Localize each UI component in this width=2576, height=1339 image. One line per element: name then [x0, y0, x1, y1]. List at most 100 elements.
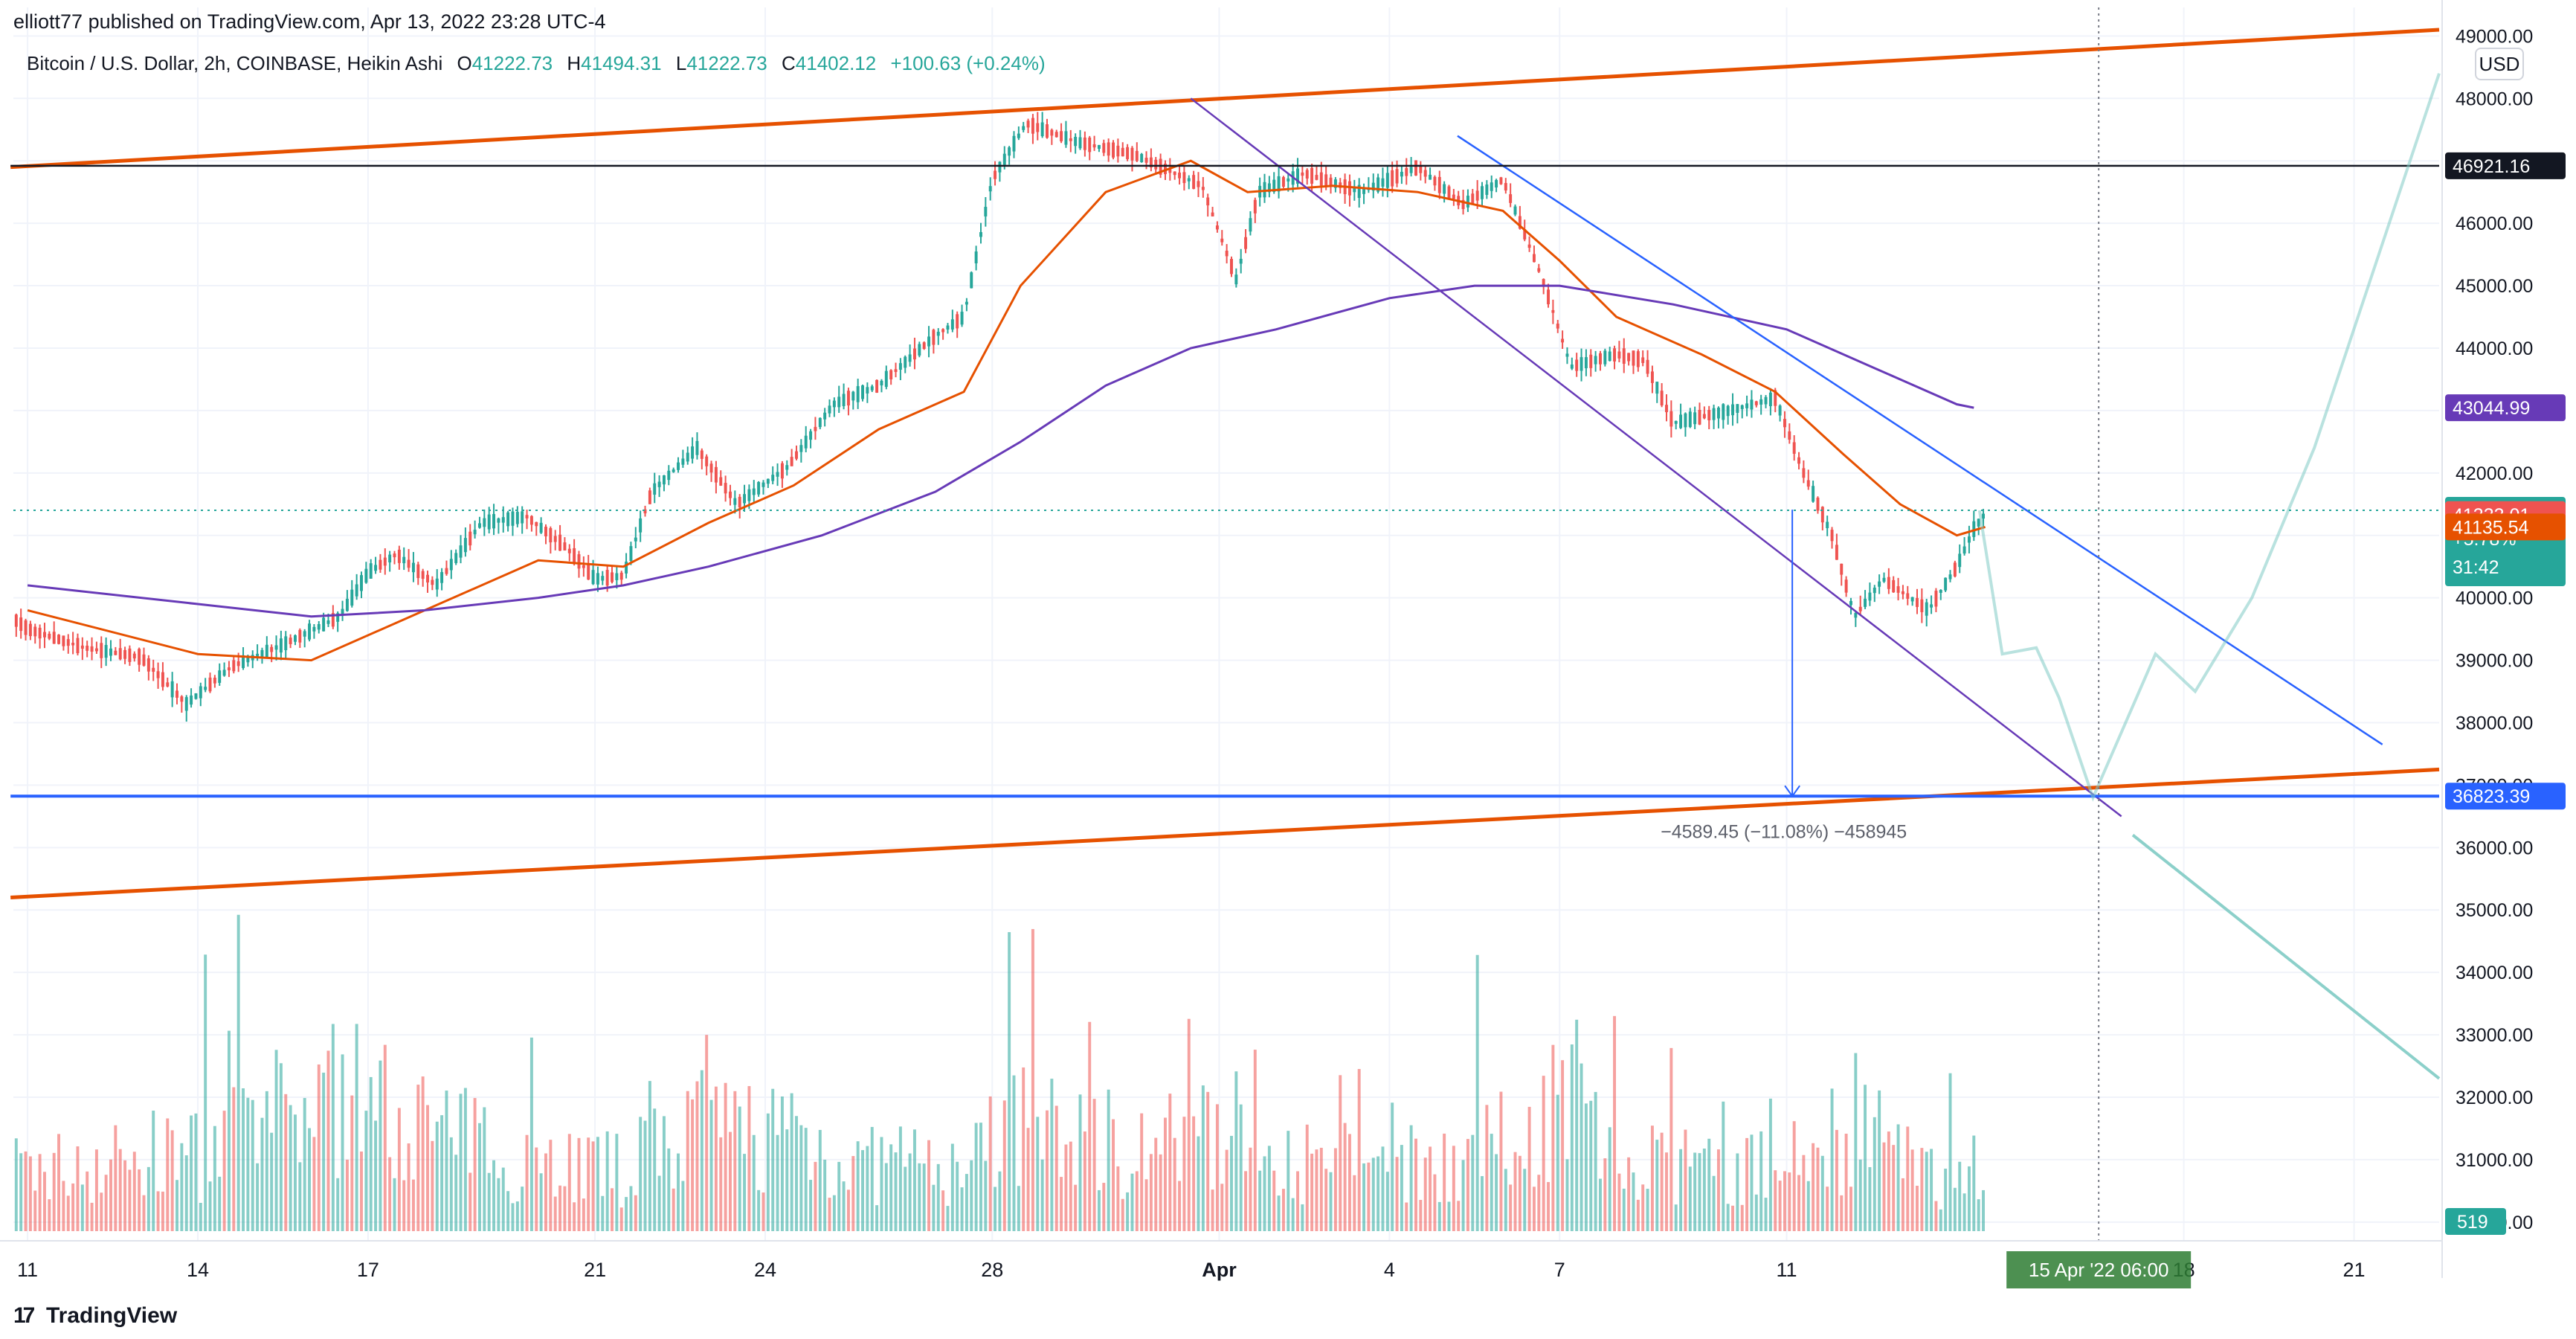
- volume-bar: [994, 1187, 997, 1231]
- volume-bar: [227, 1030, 231, 1231]
- volume-bar: [970, 1160, 973, 1231]
- candle-body: [842, 394, 846, 406]
- volume-bar: [870, 1126, 874, 1231]
- volume-bar: [242, 1088, 245, 1231]
- symbol-name[interactable]: Bitcoin / U.S. Dollar, 2h, COINBASE, Hei…: [27, 52, 443, 74]
- candle-body: [1159, 158, 1162, 175]
- volume-bar: [1197, 1136, 1200, 1231]
- volume-bar: [109, 1159, 112, 1231]
- volume-bar: [14, 1138, 18, 1231]
- candle-body: [1239, 258, 1243, 264]
- volume-bar: [1532, 1187, 1536, 1231]
- candle-body: [459, 545, 463, 558]
- candle-body: [889, 370, 893, 379]
- volume-bar: [1078, 1094, 1082, 1231]
- volume-bar: [941, 1190, 945, 1231]
- volume-bar: [487, 1172, 491, 1231]
- candle-body: [90, 646, 94, 652]
- volume-bar: [1740, 1204, 1744, 1231]
- candle-body: [946, 325, 950, 330]
- candle-body: [529, 516, 533, 525]
- candle-body: [1736, 404, 1739, 414]
- tradingview-logo[interactable]: 17 TradingView: [13, 1303, 177, 1329]
- volume-bar: [1736, 1153, 1739, 1231]
- volume-bar: [1381, 1146, 1385, 1231]
- volume-bar: [851, 1156, 855, 1231]
- candle-body: [1060, 131, 1063, 141]
- candle-body: [1849, 600, 1852, 606]
- candle-body: [176, 690, 178, 698]
- candle-body: [1301, 172, 1304, 176]
- volume-bar: [1967, 1166, 1971, 1231]
- candle-body: [1144, 158, 1148, 163]
- volume-bar: [894, 1152, 898, 1231]
- candle-body: [1002, 153, 1006, 165]
- candle-body: [1272, 179, 1276, 192]
- volume-bar: [374, 1120, 378, 1231]
- volume-bar: [57, 1134, 61, 1231]
- volume-bar: [1315, 1149, 1318, 1231]
- candle-body: [1040, 122, 1044, 137]
- volume-bar: [1357, 1069, 1361, 1231]
- candle-body: [76, 638, 80, 654]
- volume-bar: [1589, 1100, 1593, 1231]
- volume-bar: [1466, 1139, 1469, 1231]
- candle-body: [619, 572, 623, 580]
- volume-bar: [601, 1195, 605, 1231]
- volume-bar: [1012, 1075, 1016, 1231]
- candle-body: [549, 528, 553, 543]
- volume-bar: [677, 1153, 680, 1231]
- candle-body: [1617, 351, 1621, 359]
- candle-body: [1594, 356, 1597, 365]
- candle-body: [577, 554, 581, 569]
- volume-bar: [463, 1088, 467, 1231]
- volume-bar: [766, 1113, 770, 1231]
- volume-bar: [1930, 1149, 1933, 1231]
- candle-body: [1022, 126, 1025, 130]
- candle-body: [1362, 187, 1366, 194]
- volume-bar: [529, 1037, 533, 1231]
- volume-bar: [1982, 1189, 1985, 1231]
- candle-body: [1622, 348, 1626, 364]
- volume-bar: [1835, 1129, 1838, 1231]
- candle-body: [733, 498, 737, 505]
- candle-body: [1423, 170, 1427, 177]
- volume-bar: [875, 1205, 879, 1231]
- volume-bar: [322, 1072, 326, 1231]
- volume-bar: [591, 1141, 595, 1231]
- candle-body: [312, 626, 316, 632]
- candle-body: [1684, 413, 1687, 428]
- time-tick-4: 4: [1384, 1259, 1395, 1281]
- candle-body: [1896, 586, 1900, 593]
- volume-bar: [525, 1134, 529, 1231]
- volume-bar: [1603, 1158, 1607, 1231]
- candle-body: [761, 482, 765, 487]
- volume-bar: [719, 1137, 723, 1231]
- volume-bar: [965, 1174, 968, 1231]
- candle-body: [1031, 118, 1034, 134]
- candle-body: [1674, 420, 1678, 424]
- currency-button[interactable]: USD: [2475, 48, 2524, 80]
- candle-body: [709, 463, 713, 473]
- candle-body: [1206, 197, 1210, 206]
- price-label-bg: [2445, 394, 2566, 422]
- volume-bar: [279, 1063, 283, 1231]
- volume-bar: [1097, 1189, 1101, 1231]
- candle-body: [1475, 190, 1479, 201]
- volume-bar: [1707, 1138, 1711, 1231]
- volume-bar: [1069, 1141, 1072, 1231]
- candle-body: [1962, 546, 1966, 554]
- volume-bar: [1901, 1178, 1904, 1231]
- volume-bar: [1022, 1067, 1025, 1231]
- candle-body: [1518, 216, 1522, 229]
- candle-body: [1655, 382, 1659, 394]
- volume-bar: [1305, 1124, 1309, 1231]
- volume-bar: [1873, 1117, 1876, 1231]
- price-tick-label: 36000.00: [2456, 838, 2533, 858]
- volume-bar: [1632, 1172, 1635, 1231]
- volume-bar: [1339, 1075, 1342, 1231]
- candle-body: [190, 695, 193, 705]
- candle-body: [1353, 187, 1356, 193]
- volume-bar: [28, 1156, 32, 1231]
